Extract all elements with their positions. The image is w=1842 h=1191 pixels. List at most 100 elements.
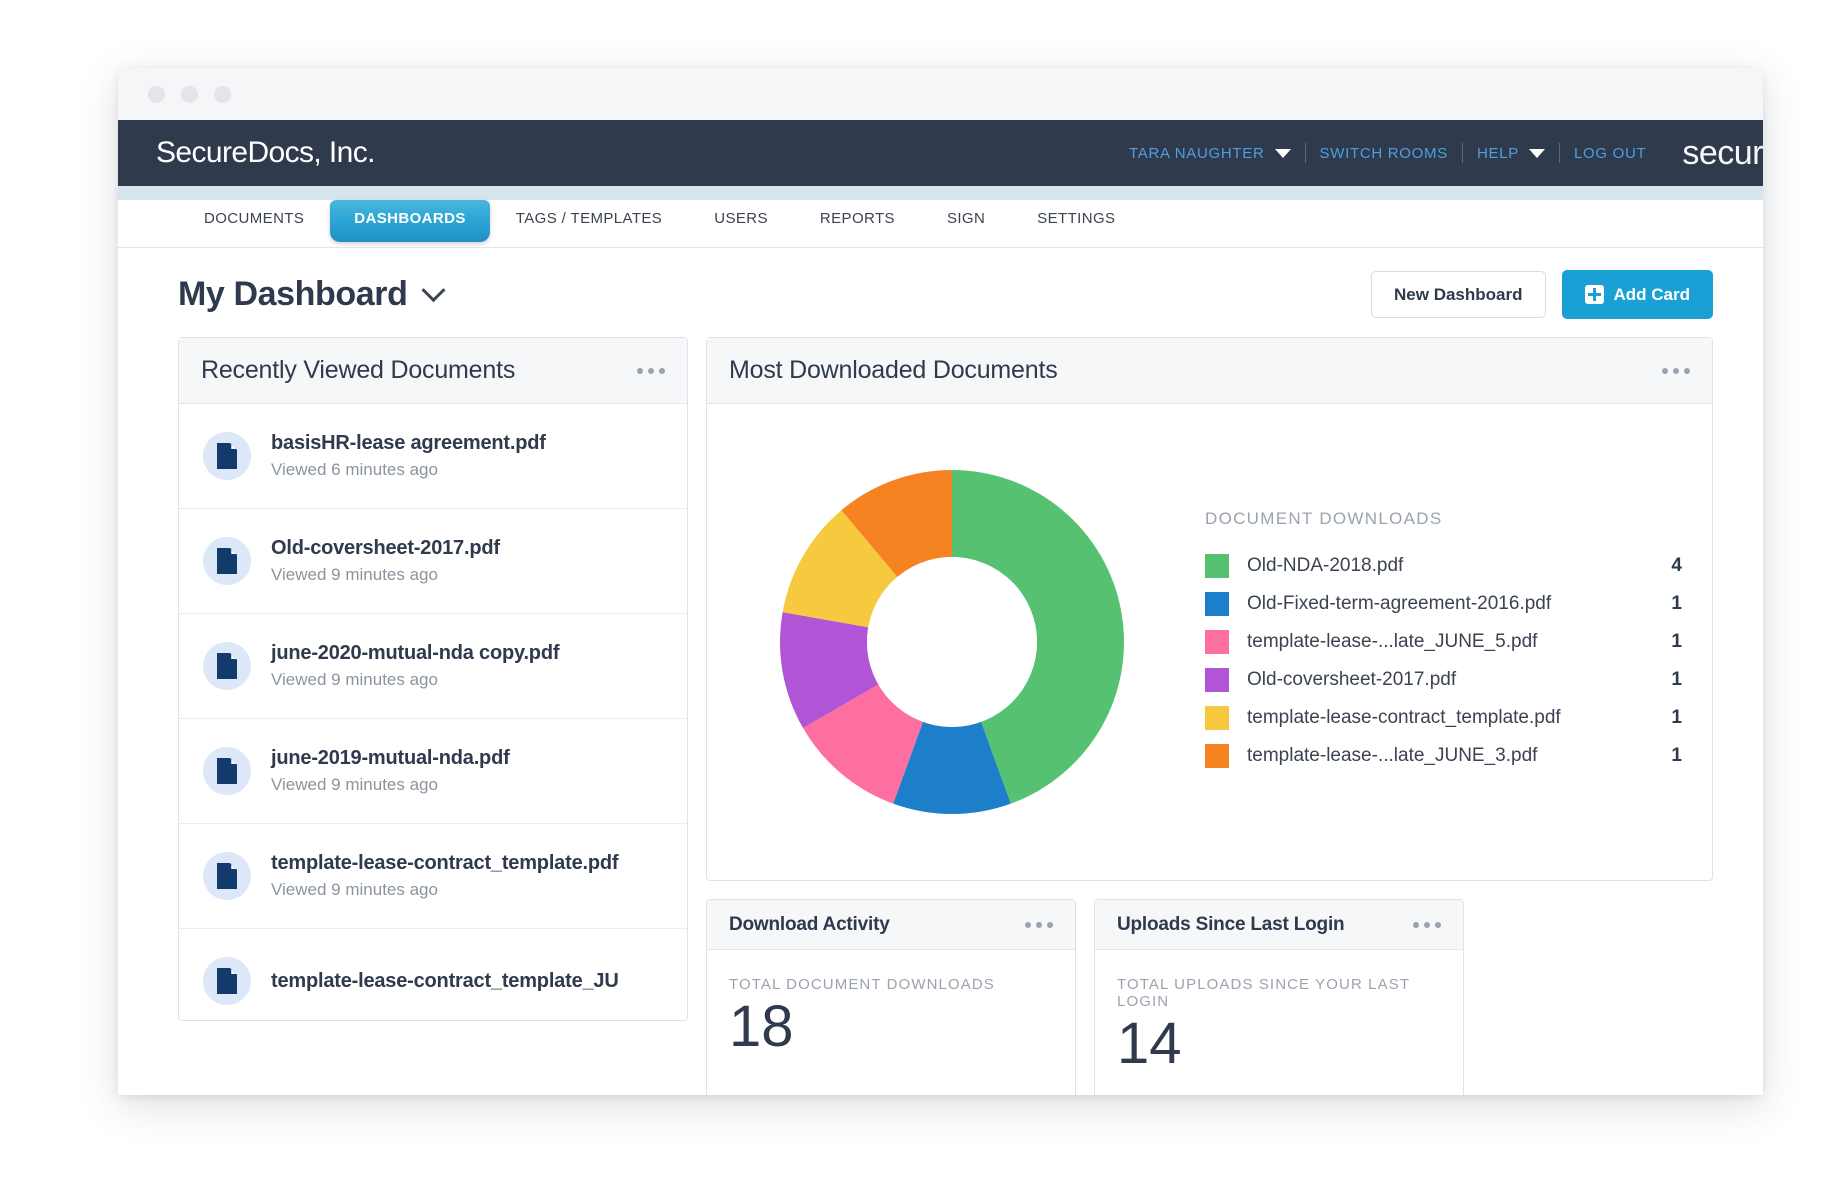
document-timestamp: Viewed 9 minutes ago (271, 775, 438, 794)
document-icon (203, 852, 251, 900)
card-menu-icon[interactable] (637, 367, 665, 374)
legend-value: 1 (1671, 631, 1682, 652)
legend-swatch (1205, 630, 1229, 654)
legend-label: Old-Fixed-term-agreement-2016.pdf (1247, 593, 1552, 614)
uploads-body: TOTAL UPLOADS SINCE YOUR LAST LOGIN 14 (1095, 950, 1463, 1095)
legend-label: Old-NDA-2018.pdf (1247, 555, 1404, 576)
document-icon (203, 747, 251, 795)
minimize-icon[interactable] (181, 85, 198, 103)
most-downloaded-body: DOCUMENT DOWNLOADS Old-NDA-2018.pdf 4 Old-… (707, 404, 1712, 880)
page-title: My Dashboard (178, 275, 408, 313)
list-item-text: template-lease-contract_template_JU (271, 970, 619, 993)
legend-swatch (1205, 744, 1229, 768)
tab-settings[interactable]: SETTINGS (1037, 210, 1116, 227)
stat-cards-row: Download Activity TOTAL DOCUMENT DOWNLOA… (706, 899, 1713, 1095)
tab-dashboards[interactable]: DASHBOARDS (330, 200, 490, 242)
add-card-label: Add Card (1613, 285, 1691, 304)
dashboard-selector[interactable]: My Dashboard (178, 275, 446, 314)
document-icon (203, 432, 251, 480)
tab-documents[interactable]: DOCUMENTS (204, 210, 305, 227)
uploads-value: 14 (1117, 1011, 1182, 1076)
legend-swatch (1205, 668, 1229, 692)
legend-row[interactable]: Old-NDA-2018.pdf 4 (1205, 547, 1682, 585)
legend-row[interactable]: template-lease-...late_JUNE_3.pdf 1 (1205, 737, 1682, 775)
legend-value: 1 (1671, 593, 1682, 614)
nav-divider (1304, 143, 1306, 163)
window-titlebar (118, 68, 1763, 120)
donut-slice[interactable] (952, 470, 1124, 804)
card-menu-icon[interactable] (1662, 367, 1690, 374)
most-downloaded-title: Most Downloaded Documents (729, 356, 1058, 384)
download-activity-header: Download Activity (707, 900, 1075, 950)
uploads-header: Uploads Since Last Login (1095, 900, 1463, 950)
document-timestamp: Viewed 9 minutes ago (271, 880, 438, 899)
legend-row[interactable]: template-lease-...late_JUNE_5.pdf 1 (1205, 623, 1682, 661)
dashboard-content: Recently Viewed Documents basisHR-lease … (118, 337, 1763, 1095)
list-item[interactable]: Old-coversheet-2017.pdf Viewed 9 minutes… (179, 509, 687, 614)
download-activity-card: Download Activity TOTAL DOCUMENT DOWNLOA… (706, 899, 1076, 1095)
chart-legend: DOCUMENT DOWNLOADS Old-NDA-2018.pdf 4 Old-… (1187, 509, 1682, 775)
legend-title: DOCUMENT DOWNLOADS (1205, 509, 1443, 528)
legend-row[interactable]: Old-Fixed-term-agreement-2016.pdf 1 (1205, 585, 1682, 623)
dashboard-title-row: My Dashboard New Dashboard Add Card (118, 248, 1763, 337)
document-timestamp: Viewed 9 minutes ago (271, 670, 438, 689)
navbar-right: TARA NAUGHTER SWITCH ROOMS HELP LOG OUT … (1115, 134, 1763, 173)
secure-watermark: secur (1682, 133, 1763, 172)
legend-row[interactable]: Old-coversheet-2017.pdf 1 (1205, 661, 1682, 699)
close-icon[interactable] (148, 85, 165, 103)
tab-reports[interactable]: REPORTS (819, 210, 895, 227)
brand-logo[interactable]: SecureDocs, Inc. (156, 136, 375, 169)
card-menu-icon[interactable] (1413, 921, 1441, 928)
recently-viewed-title: Recently Viewed Documents (201, 356, 516, 384)
top-navbar: SecureDocs, Inc. TARA NAUGHTER SWITCH RO… (118, 120, 1763, 186)
list-item[interactable]: june-2019-mutual-nda.pdf Viewed 9 minute… (179, 719, 687, 824)
legend-value: 1 (1671, 745, 1682, 766)
zoom-icon[interactable] (214, 85, 231, 103)
recently-viewed-header: Recently Viewed Documents (179, 338, 687, 404)
tab-tags-templates[interactable]: TAGS / TEMPLATES (515, 210, 663, 227)
tab-users[interactable]: USERS (714, 210, 768, 227)
most-downloaded-header: Most Downloaded Documents (707, 338, 1712, 404)
help-menu[interactable]: HELP (1463, 145, 1559, 162)
legend-value: 1 (1671, 707, 1682, 728)
main-tabbar: DOCUMENTS DASHBOARDS TAGS / TEMPLATES US… (118, 200, 1763, 248)
download-activity-caption: TOTAL DOCUMENT DOWNLOADS (729, 976, 995, 993)
legend-row[interactable]: template-lease-contract_template.pdf 1 (1205, 699, 1682, 737)
document-name: june-2019-mutual-nda.pdf (271, 747, 510, 769)
tab-sign[interactable]: SIGN (946, 210, 986, 227)
document-name: template-lease-contract_template.pdf (271, 852, 619, 874)
user-menu[interactable]: TARA NAUGHTER (1115, 145, 1305, 162)
log-out-link[interactable]: LOG OUT (1573, 144, 1647, 162)
add-card-button[interactable]: Add Card (1561, 270, 1713, 319)
recently-viewed-list[interactable]: basisHR-lease agreement.pdf Viewed 6 min… (179, 404, 687, 1020)
uploads-caption: TOTAL UPLOADS SINCE YOUR LAST LOGIN (1117, 976, 1410, 1010)
donut-chart (717, 442, 1187, 842)
chevron-down-icon (421, 278, 446, 303)
download-activity-title: Download Activity (729, 913, 890, 935)
nav-divider (1558, 143, 1560, 163)
list-item[interactable]: template-lease-contract_template.pdf Vie… (179, 824, 687, 929)
user-menu-label: TARA NAUGHTER (1129, 144, 1265, 162)
new-dashboard-button[interactable]: New Dashboard (1371, 271, 1546, 318)
uploads-title: Uploads Since Last Login (1117, 913, 1345, 935)
card-menu-icon[interactable] (1025, 921, 1053, 928)
legend-swatch (1205, 592, 1229, 616)
document-timestamp: Viewed 6 minutes ago (271, 460, 438, 479)
legend-value: 4 (1671, 555, 1682, 576)
document-timestamp: Viewed 9 minutes ago (271, 565, 438, 584)
list-item[interactable]: template-lease-contract_template_JU (179, 929, 687, 1020)
document-icon (203, 642, 251, 690)
document-name: template-lease-contract_template_JU (271, 969, 619, 992)
donut-slice[interactable] (893, 642, 1011, 814)
list-item-text: template-lease-contract_template.pdf Vie… (271, 852, 619, 900)
download-activity-value: 18 (729, 994, 794, 1059)
help-menu-label: HELP (1476, 144, 1519, 162)
dashboard-actions: New Dashboard Add Card (1371, 270, 1713, 319)
chevron-down-icon (1274, 148, 1291, 158)
nav-divider (1461, 143, 1463, 163)
switch-rooms-link[interactable]: SWITCH ROOMS (1319, 144, 1448, 162)
recently-viewed-card: Recently Viewed Documents basisHR-lease … (178, 337, 688, 1021)
list-item[interactable]: basisHR-lease agreement.pdf Viewed 6 min… (179, 404, 687, 509)
list-item[interactable]: june-2020-mutual-nda copy.pdf Viewed 9 m… (179, 614, 687, 719)
